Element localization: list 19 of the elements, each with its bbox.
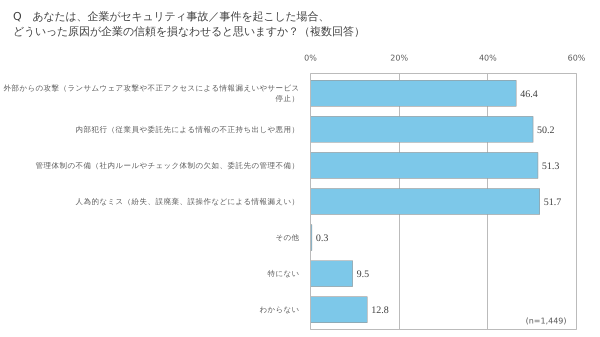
text: Q あなたは、企業がセキュリティ事故／事件を起こした場合、どういった原因が企業の信頼を損なわせると思いますか？（複数回答）: [13, 9, 365, 40]
x-tick-label: 0%: [304, 54, 318, 62]
data-label: 51.7: [544, 197, 562, 208]
annotation: (n=1,449): [526, 316, 567, 326]
data-label: 46.4: [520, 88, 538, 100]
x-tick-label: 60%: [568, 54, 586, 62]
data-label: 51.3: [542, 160, 560, 172]
data-label: 12.8: [371, 305, 389, 316]
bar: [310, 296, 368, 323]
bar: [310, 152, 538, 179]
data-label: 0.3: [316, 233, 328, 244]
x-tick-label: 20%: [390, 54, 408, 62]
bar: [310, 260, 353, 287]
x-tick-label: 40%: [478, 54, 498, 62]
data-label: 50.2: [537, 124, 555, 136]
bar: [310, 116, 534, 143]
bar: [310, 80, 517, 107]
bar: [310, 188, 540, 215]
data-label: 9.5: [356, 269, 370, 280]
